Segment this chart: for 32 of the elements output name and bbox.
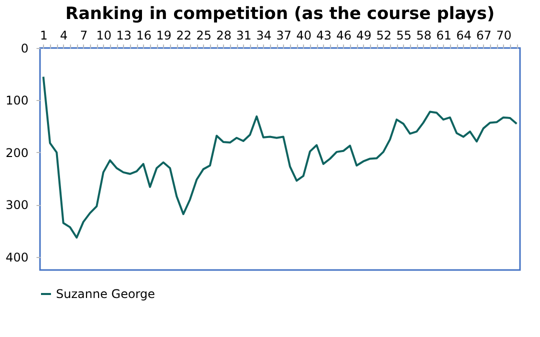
y-tick-label: 200 (6, 146, 28, 160)
x-tick-label: 70 (496, 28, 512, 42)
x-tick-label: 52 (376, 28, 392, 42)
x-tick-label: 16 (136, 28, 152, 42)
x-tick-label: 25 (196, 28, 212, 42)
x-tick-label: 40 (296, 28, 312, 42)
x-tick-label: 46 (336, 28, 352, 42)
y-tick-label: 400 (6, 250, 28, 264)
x-tick-label: 28 (216, 28, 232, 42)
x-tick-label: 67 (476, 28, 492, 42)
x-tick-label: 4 (60, 28, 68, 42)
y-tick-label: 0 (20, 42, 28, 56)
x-tick-label: 43 (316, 28, 332, 42)
x-tick-label: 58 (416, 28, 432, 42)
line-series (42, 76, 518, 239)
y-tick-label: 100 (6, 94, 28, 108)
x-tick-label: 19 (156, 28, 172, 42)
x-tick-label: 10 (96, 28, 112, 42)
x-tick-label: 37 (276, 28, 292, 42)
x-tick-label: 1 (40, 28, 48, 42)
x-tick-label: 31 (236, 28, 252, 42)
x-tick-label: 7 (80, 28, 88, 42)
chart-title: Ranking in competition (as the course plays) (65, 4, 495, 24)
x-tick-label: 61 (436, 28, 452, 42)
x-tick-label: 13 (116, 28, 132, 42)
x-tick-label: 22 (176, 28, 192, 42)
x-tick-label: 34 (256, 28, 272, 42)
y-tick-label: 300 (6, 198, 28, 212)
legend-label: Suzanne George (56, 287, 156, 301)
x-tick-label: 64 (456, 28, 472, 42)
x-tick-label: 49 (356, 28, 372, 42)
x-tick-label: 55 (396, 28, 412, 42)
